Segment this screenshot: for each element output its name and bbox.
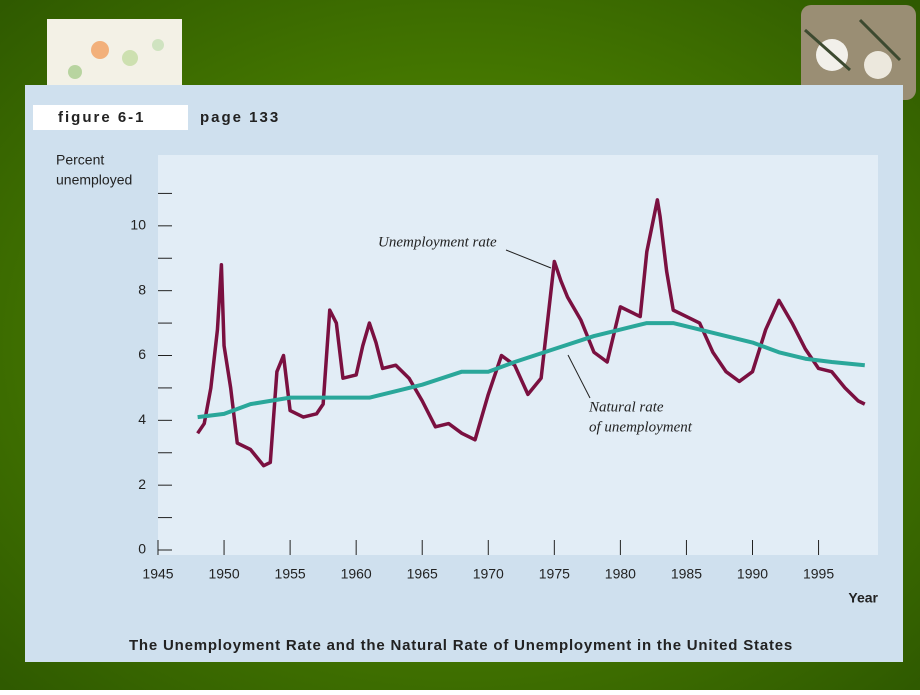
- series-line: [196, 198, 866, 468]
- chart-title: The Unemployment Rate and the Natural Ra…: [129, 637, 793, 654]
- y-tick-label: 2: [138, 476, 146, 492]
- leader-line: [505, 249, 552, 269]
- decor-right: [801, 5, 916, 100]
- x-tick-label: 1950: [208, 566, 239, 582]
- x-tick-label: 1945: [142, 566, 173, 582]
- y-tick-label: 8: [138, 281, 146, 297]
- page-tag: page 133: [200, 109, 280, 126]
- y-axis-label: Percent: [56, 152, 104, 168]
- decor-left: [47, 19, 182, 89]
- y-tick-label: 6: [138, 346, 146, 362]
- y-tick-label: 0: [138, 541, 146, 557]
- series-label: Natural rate: [588, 399, 664, 415]
- y-tick-label: 4: [138, 411, 146, 427]
- plot-area: [158, 155, 878, 555]
- y-axis-label: unemployed: [56, 172, 132, 188]
- x-tick-label: 1965: [407, 566, 438, 582]
- figure-tag: figure 6-1: [58, 109, 146, 126]
- x-tick-label: 1980: [605, 566, 636, 582]
- series-label: Unemployment rate: [378, 234, 497, 250]
- x-tick-label: 1995: [803, 566, 834, 582]
- x-tick-label: 1955: [275, 566, 306, 582]
- x-tick-label: 1970: [473, 566, 504, 582]
- leader-line: [567, 354, 591, 399]
- x-tick-label: 1975: [539, 566, 570, 582]
- x-axis-label: Year: [848, 590, 878, 606]
- series-label: of unemployment: [589, 419, 693, 435]
- series-line: [197, 321, 865, 420]
- figure-tag-box: [33, 105, 188, 130]
- x-tick-label: 1960: [341, 566, 372, 582]
- y-tick-label: 10: [130, 217, 146, 233]
- x-tick-label: 1990: [737, 566, 768, 582]
- x-tick-label: 1985: [671, 566, 702, 582]
